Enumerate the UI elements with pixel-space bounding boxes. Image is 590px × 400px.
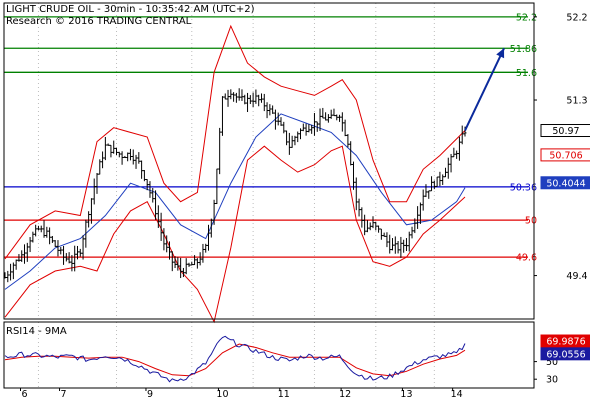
price-tag-box (540, 148, 590, 162)
x-tick-label: 14 (451, 389, 463, 400)
rsi-y-tick-label: 30 (546, 375, 558, 386)
y-axis-labels: 52.2 51.3 49.4 50 30 (534, 12, 588, 386)
rsi-panel-frame (3, 321, 535, 389)
level-label: 51.86 (510, 44, 537, 55)
x-tick-label: 6 (21, 389, 27, 400)
rsi-ma-tag-box (540, 334, 590, 348)
bollinger-bands (4, 24, 466, 324)
rsi-lines (4, 335, 466, 383)
x-tick-label: 11 (278, 389, 290, 400)
level-label: 49.6 (516, 253, 537, 264)
y-tick-label: 49.4 (566, 271, 587, 282)
projection-arrowhead (496, 48, 505, 59)
y-tick-label: 51.3 (566, 96, 587, 107)
price-tag-label: 50.97 (552, 126, 579, 137)
price-tag-label: 50.706 (549, 150, 582, 161)
level-label: 51.6 (516, 68, 537, 79)
price-bars (3, 88, 467, 283)
x-tick-label: 9 (147, 389, 153, 400)
bollinger-upper-line (4, 24, 466, 260)
rsi-tag-box (540, 347, 590, 361)
chart-subtitle: Research © 2016 TRADING CENTRAL (6, 16, 192, 27)
level-label: 50.36 (510, 182, 537, 193)
x-tick-label: 13 (400, 389, 412, 400)
main-panel-frame (3, 2, 535, 320)
rsi-y-tick-label: 50 (546, 357, 558, 368)
price-tag-box (540, 124, 590, 138)
chart-gridlines (37, 3, 435, 388)
projection-arrow (464, 47, 505, 131)
level-label: 52.2 (516, 12, 537, 23)
rsi-tag-label: 69.0556 (546, 349, 585, 360)
projection-line (464, 47, 505, 131)
chart-title: LIGHT CRUDE OIL - 30min - 10:35:42 AM (U… (6, 4, 255, 15)
bollinger-lower-line (4, 145, 466, 324)
rsi-line (4, 335, 466, 383)
price-tag-box (540, 176, 590, 190)
y-tick-label: 52.2 (566, 12, 587, 23)
moving-average-line (4, 113, 466, 290)
x-tick-label: 7 (61, 389, 67, 400)
rsi-ma-tag-label: 69.9876 (546, 337, 585, 348)
rsi-title: RSI14 - 9MA (6, 326, 67, 337)
rsi-ma-line (4, 343, 466, 377)
price-tag-label: 50.4044 (546, 178, 585, 189)
x-tick-label: 10 (216, 389, 228, 400)
x-tick-label: 12 (339, 389, 351, 400)
level-label: 50 (525, 216, 537, 227)
x-axis-labels: 6 7 9 10 11 12 13 14 (20, 388, 463, 400)
moving-average (4, 113, 466, 290)
